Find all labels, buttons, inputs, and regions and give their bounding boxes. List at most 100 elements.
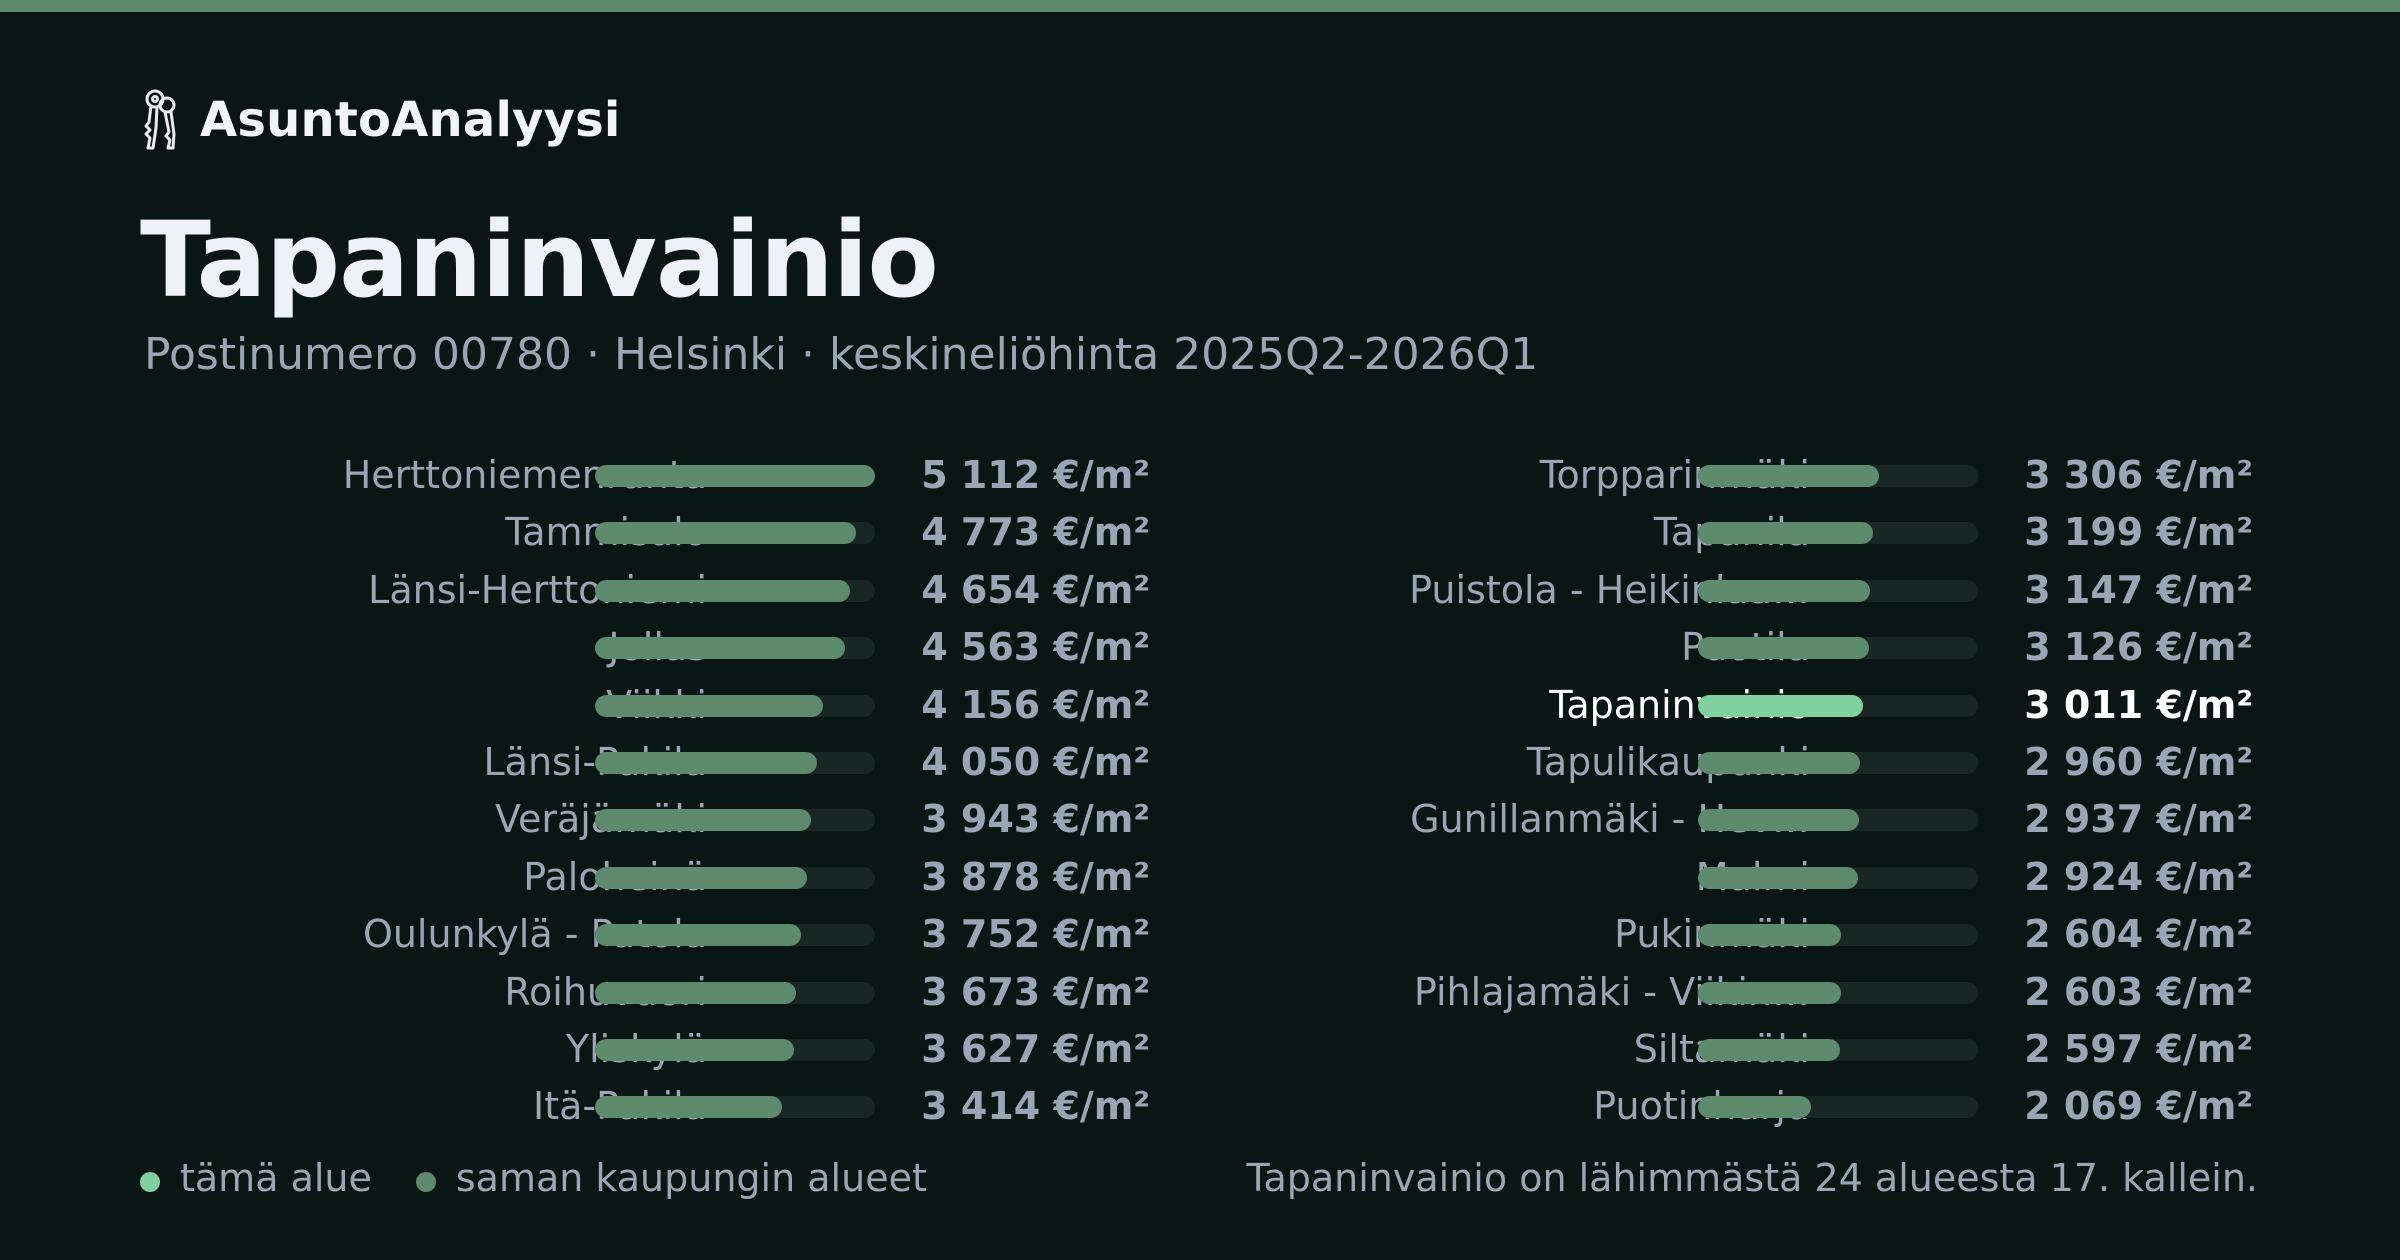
bar-fill (1698, 981, 1841, 1004)
price-value-label: 4 563 €/m² (921, 625, 1150, 670)
brand: AsuntoAnalyysi (140, 88, 621, 152)
bar-fill (1698, 1039, 1841, 1061)
price-value-label: 2 597 €/m² (2024, 1027, 2253, 1071)
legend-label-same-city: saman kaupungin alueet (455, 1156, 927, 1200)
bar-track (1698, 924, 1978, 947)
bar-fill (595, 579, 850, 602)
bar-track (1698, 637, 1978, 660)
bar-row: Länsi-Pakila4 050 €/m² (140, 734, 1150, 791)
bar-track (595, 522, 875, 545)
bar-row: Gunillanmäki - Hev… 2 937 €/m² (1243, 791, 2253, 848)
bar-fill (595, 809, 811, 832)
bar-track (1698, 866, 1978, 889)
bar-fill (595, 752, 817, 774)
legend-dot-this-area (140, 1172, 160, 1192)
legend-item-this-area: tämä alue (140, 1156, 372, 1200)
price-value-label: 2 960 €/m² (2024, 740, 2253, 784)
legend: tämä alue saman kaupungin alueet (140, 1150, 971, 1206)
price-value-label: 4 156 €/m² (921, 682, 1150, 727)
price-value-label: 3 011 €/m² (2024, 682, 2253, 727)
bar-track (595, 579, 875, 602)
price-value-label: 3 878 €/m² (921, 854, 1150, 899)
bar-track (595, 694, 875, 717)
price-value-label: 2 924 €/m² (2024, 854, 2253, 899)
legend-label-this-area: tämä alue (180, 1156, 372, 1200)
bar-row: Herttoniemenranta 5 112 €/m² (140, 447, 1150, 504)
bar-track (595, 752, 875, 774)
price-value-label: 2 937 €/m² (2024, 797, 2253, 842)
bar-track (1698, 465, 1978, 487)
bar-row: Viikki4 156 €/m² (140, 677, 1150, 734)
bar-row: Tammisalo4 773 €/m² (140, 504, 1150, 561)
bar-row: Pukinmäki2 604 €/m² (1243, 906, 2253, 963)
bar-row: Siltamäki2 597 €/m² (1243, 1021, 2253, 1078)
price-value-label: 2 603 €/m² (2024, 969, 2253, 1014)
bar-fill (1698, 579, 1871, 602)
bar-fill (1698, 637, 1870, 660)
bar-track (595, 809, 875, 832)
bar-track (1698, 694, 1978, 717)
bar-fill (1698, 924, 1841, 947)
price-value-label: 3 199 €/m² (2024, 510, 2253, 555)
bar-fill (595, 465, 875, 487)
bar-track (1698, 981, 1978, 1004)
bar-track (595, 866, 875, 889)
bar-row: Yliskylä3 627 €/m² (140, 1021, 1150, 1078)
bar-row: Puotila3 126 €/m² (1243, 619, 2253, 676)
bar-fill (595, 981, 797, 1004)
price-value-label: 2 604 €/m² (2024, 912, 2253, 957)
bar-fill (595, 522, 857, 545)
price-value-label: 4 050 €/m² (921, 740, 1150, 784)
bar-track (1698, 579, 1978, 602)
bar-track (595, 1039, 875, 1061)
price-value-label: 4 773 €/m² (921, 510, 1150, 555)
price-value-label: 3 126 €/m² (2024, 625, 2253, 670)
price-value-label: 3 627 €/m² (921, 1027, 1150, 1071)
bar-track (1698, 809, 1978, 832)
bar-fill (1698, 694, 1863, 717)
legend-item-same-city: saman kaupungin alueet (415, 1156, 927, 1200)
page-subtitle: Postinumero 00780 · Helsinki · keskineli… (144, 329, 1539, 380)
bar-fill (1698, 752, 1861, 774)
bar-fill (595, 866, 808, 889)
bar-fill (1698, 465, 1880, 487)
bar-row: Puistola - Heikinlaa… 3 147 €/m² (1243, 562, 2253, 619)
keys-icon (144, 89, 176, 150)
top-accent-stripe (0, 0, 2400, 12)
bar-track (1698, 1039, 1978, 1061)
bar-track (1698, 1096, 1978, 1119)
bar-fill (595, 637, 845, 660)
bar-row: Malmi2 924 €/m² (1243, 849, 2253, 906)
rank-footnote: Tapaninvainio on lähimmästä 24 alueesta … (1246, 1156, 2258, 1200)
bar-fill (1698, 809, 1859, 832)
price-value-label: 3 147 €/m² (2024, 567, 2253, 612)
bar-fill (595, 694, 823, 717)
bar-track (595, 465, 875, 487)
bar-fill (1698, 1096, 1812, 1119)
bar-row: Veräjämäki3 943 €/m² (140, 791, 1150, 848)
price-value-label: 3 306 €/m² (2024, 453, 2253, 497)
bar-track (595, 1096, 875, 1119)
bar-row: Tapaninvainio 3 011 €/m² (1243, 677, 2253, 734)
bar-track (1698, 752, 1978, 774)
bar-row: Torpparinmäki 3 306 €/m² (1243, 447, 2253, 504)
bar-row: Länsi-Herttoniemi 4 654 €/m² (140, 562, 1150, 619)
price-value-label: 5 112 €/m² (921, 453, 1150, 497)
bar-fill (1698, 522, 1874, 545)
bar-track (595, 981, 875, 1004)
bar-track (1698, 522, 1978, 545)
bar-fill (595, 1096, 782, 1119)
bar-row: Puotinharju2 069 €/m² (1243, 1078, 2253, 1135)
bar-row: Itä-Pakila3 414 €/m² (140, 1078, 1150, 1135)
bar-row: Tapulikaupunki 2 960 €/m² (1243, 734, 2253, 791)
page-title: Tapaninvainio (140, 199, 939, 321)
bar-fill (595, 924, 801, 947)
bar-fill (595, 1039, 794, 1061)
bar-row: Tapanila3 199 €/m² (1243, 504, 2253, 561)
bar-row: Roihuvuori3 673 €/m² (140, 964, 1150, 1021)
price-value-label: 2 069 €/m² (2024, 1084, 2253, 1129)
price-value-label: 3 414 €/m² (921, 1084, 1150, 1129)
bar-row: Paloheinä3 878 €/m² (140, 849, 1150, 906)
bar-row: Pihlajamäki - Viikin… 2 603 €/m² (1243, 964, 2253, 1021)
